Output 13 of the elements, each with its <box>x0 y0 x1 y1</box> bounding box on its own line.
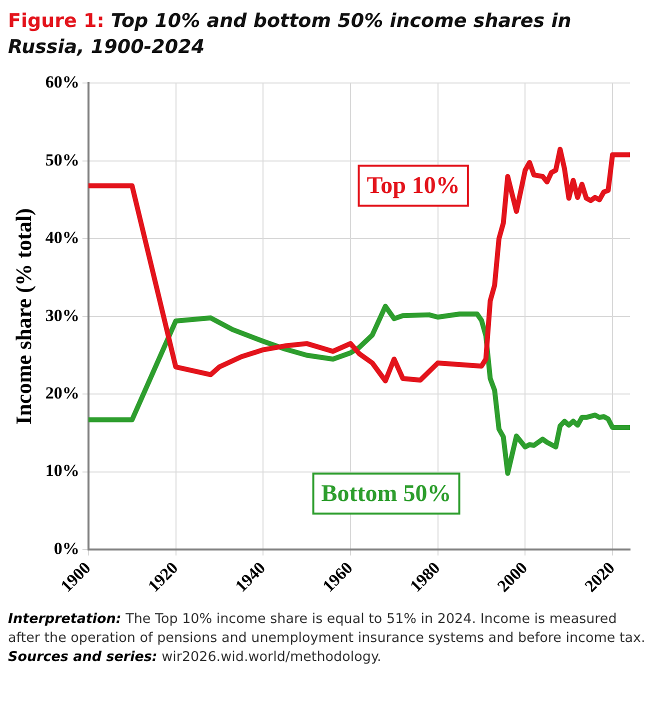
y-tick-label: 60% <box>45 72 80 92</box>
y-axis-title: Income share (% total) <box>10 208 36 425</box>
y-tick-label: 40% <box>45 228 80 248</box>
source-note: Sources and series: wir2026.wid.world/methodology. <box>8 649 382 665</box>
text: Bottom 50% <box>321 480 452 507</box>
y-tick-label: 50% <box>45 150 80 170</box>
text: Interpretation: The Top 10% income share is equal to 51% in 2024. Income is measured after the operation of pensions and unemployment insurance systems and before income tax. <box>8 611 646 646</box>
y-tick-label: 30% <box>45 306 80 325</box>
y-tick-label: 10% <box>45 461 80 480</box>
y-tick-label: 20% <box>45 383 80 402</box>
chart-title: Figure 1: Top 10% and bottom 50% income shares in Russia, 1900-2024 <box>8 10 572 58</box>
y-tick-label: 0% <box>54 538 80 558</box>
series-label: Top 10% <box>366 172 460 199</box>
